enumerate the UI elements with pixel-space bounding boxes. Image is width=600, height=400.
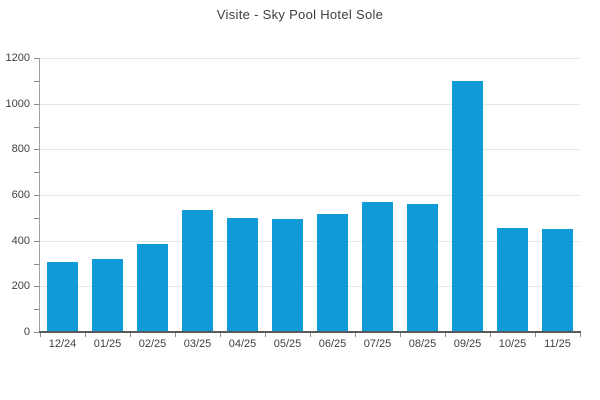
y-axis-tick-label: 400 [11,234,30,247]
x-axis-tick [535,333,536,337]
y-axis-tick [34,103,39,105]
gridline [40,149,580,151]
x-axis-tick-label: 06/25 [318,338,347,350]
y-axis-tick-label: 1200 [5,52,30,64]
x-axis-tick [40,333,41,337]
x-axis-tick [220,333,221,337]
bar-05-25[interactable] [272,218,303,332]
x-axis-tick-label: 10/25 [498,338,527,350]
y-axis-tick [34,217,39,219]
x-axis-tick-label: 04/25 [228,338,257,350]
gridline [40,58,580,59]
y-axis-tick-label: 200 [11,280,30,293]
y-axis-tick [34,332,39,333]
bar-06-25[interactable] [317,214,348,332]
x-axis-tick [490,333,491,337]
x-axis-tick [310,333,311,337]
gridline [40,103,580,105]
x-axis-tick [445,333,446,337]
y-axis-tick-label: 800 [11,143,30,156]
x-axis-line [39,331,581,333]
x-axis-tick [400,333,401,337]
y-axis-line [39,58,40,332]
bar-07-25[interactable] [362,201,393,332]
bar-04-25[interactable] [227,217,258,332]
x-axis-tick [130,333,131,337]
x-axis-tick-label: 03/25 [183,338,212,350]
x-axis-tick-label: 11/25 [544,338,571,350]
y-axis-tick [34,58,39,59]
x-axis-tick-label: 09/25 [453,338,482,350]
gridline [40,240,580,242]
y-axis-tick [34,149,39,151]
y-axis-tick [34,195,39,196]
bar-08-25[interactable] [407,204,438,332]
x-axis-tick-label: 05/25 [273,338,302,350]
chart-title: Visite - Sky Pool Hotel Sole [216,7,384,22]
y-axis-tick-label: 0 [23,326,30,338]
y-axis-tick [34,286,39,288]
bar-10-25[interactable] [497,228,528,332]
y-axis-tick [34,263,39,265]
x-axis-tick [580,333,581,337]
bar-03-25[interactable] [182,209,213,332]
gridline [40,195,580,196]
x-axis-tick-label: 02/25 [138,338,167,350]
y-axis-tick [34,309,39,311]
x-axis-tick [85,333,86,337]
y-axis-tick [34,172,39,174]
x-axis-tick-label: 12/24 [48,338,77,350]
y-axis-tick-label: 600 [11,189,30,201]
y-axis-tick-label: 1000 [5,97,30,110]
x-axis-tick [175,333,176,337]
x-axis-tick-label: 01/25 [93,338,122,350]
bar-02-25[interactable] [137,244,168,332]
plot-area [40,58,580,332]
bar-09-25[interactable] [452,80,483,332]
y-axis-tick [34,240,39,242]
y-axis-tick [34,126,39,128]
x-axis-tick-label: 08/25 [408,338,437,350]
bar-01-25[interactable] [92,258,123,332]
x-axis-tick [355,333,356,337]
bar-11-25[interactable] [542,229,573,332]
x-axis-tick-label: 07/25 [363,338,392,350]
x-axis-tick [265,333,266,337]
y-axis-tick [34,80,39,82]
gridline [40,286,580,288]
bar-12-24[interactable] [47,262,78,332]
